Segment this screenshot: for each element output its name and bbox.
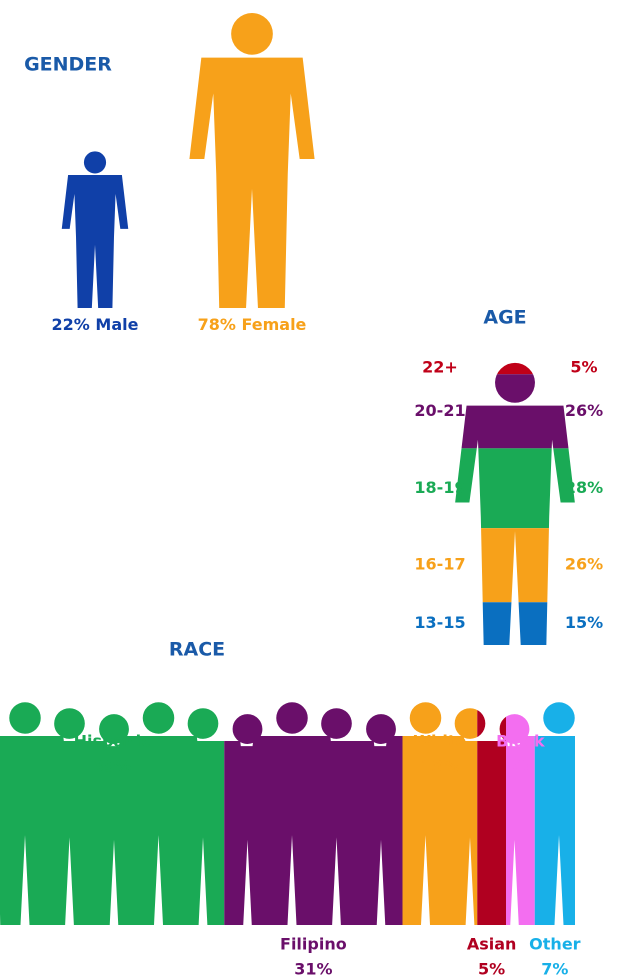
person-figure: [189, 13, 314, 308]
race-value: 7%: [541, 960, 568, 977]
data-label: 22% Male: [52, 315, 139, 334]
race-value: 5%: [507, 757, 534, 776]
value-label: 78%: [198, 315, 236, 334]
age-value: 26%: [565, 401, 603, 420]
race-category: Filipino: [280, 935, 347, 954]
race-category: Black: [496, 732, 545, 751]
age-value: 28%: [565, 478, 603, 497]
age-category: 13-15: [414, 613, 465, 632]
category-label: Female: [241, 315, 306, 334]
race-category: Hispanic: [74, 732, 151, 751]
age-category: 22+: [422, 358, 458, 377]
value-label: 22%: [52, 315, 90, 334]
race-category: Other: [529, 935, 580, 954]
data-label: 78% Female: [198, 315, 307, 334]
age-value: 15%: [565, 613, 603, 632]
race-segment: [224, 700, 402, 925]
age-title: AGE: [483, 307, 526, 329]
person-figure: [62, 151, 128, 308]
age-category: 18-19: [414, 478, 465, 497]
age-value: 26%: [565, 555, 603, 574]
race-value: 5%: [478, 960, 505, 977]
race-value: 13%: [421, 757, 459, 776]
age-category: 16-17: [414, 555, 465, 574]
race-category: Asian: [467, 935, 517, 954]
race-category: White: [413, 732, 466, 751]
age-value: 5%: [570, 358, 597, 377]
age-category: 20-21: [414, 401, 465, 420]
race-value: 31%: [294, 960, 332, 977]
race-title: RACE: [169, 639, 225, 661]
race-value: 39%: [93, 757, 131, 776]
category-label: Male: [95, 315, 138, 334]
infographic: GENDER AGE RACE 22% Male 78% Female 22+ 5% 2…: [0, 0, 621, 977]
age-segment: [445, 360, 585, 374]
gender-title: GENDER: [24, 54, 112, 76]
